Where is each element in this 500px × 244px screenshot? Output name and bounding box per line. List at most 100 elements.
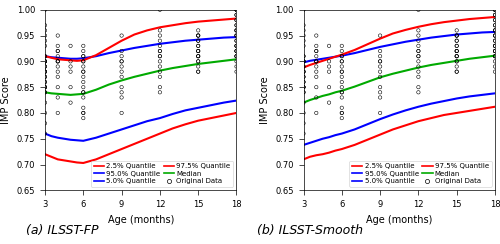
- Point: [194, 49, 202, 53]
- Point: [300, 90, 308, 94]
- Point: [338, 70, 346, 74]
- Point: [41, 80, 49, 84]
- Point: [312, 65, 320, 69]
- Point: [452, 44, 460, 48]
- Point: [376, 49, 384, 53]
- Point: [312, 85, 320, 89]
- Point: [300, 85, 308, 89]
- Point: [232, 8, 240, 12]
- Point: [376, 85, 384, 89]
- Point: [491, 23, 499, 27]
- Point: [156, 70, 164, 74]
- Point: [41, 70, 49, 74]
- Legend: 2.5% Quantile, 95.0% Quantile, 5.0% Quantile, 97.5% Quantile, Median, Original D: 2.5% Quantile, 95.0% Quantile, 5.0% Quan…: [90, 161, 233, 187]
- Point: [80, 111, 88, 115]
- Point: [80, 54, 88, 58]
- Point: [41, 59, 49, 63]
- Point: [491, 49, 499, 53]
- Point: [312, 44, 320, 48]
- Point: [41, 121, 49, 125]
- Point: [232, 34, 240, 38]
- Point: [312, 54, 320, 58]
- Point: [194, 29, 202, 32]
- Point: [232, 34, 240, 38]
- Point: [232, 29, 240, 32]
- Point: [338, 70, 346, 74]
- Point: [300, 59, 308, 63]
- Point: [452, 39, 460, 43]
- Point: [491, 23, 499, 27]
- Point: [338, 75, 346, 79]
- Point: [414, 59, 422, 63]
- Point: [194, 39, 202, 43]
- Point: [66, 44, 74, 48]
- Point: [312, 59, 320, 63]
- Point: [156, 49, 164, 53]
- Point: [338, 90, 346, 94]
- Point: [80, 80, 88, 84]
- Point: [452, 54, 460, 58]
- Point: [156, 8, 164, 12]
- Point: [41, 54, 49, 58]
- Point: [452, 34, 460, 38]
- Point: [376, 59, 384, 63]
- Point: [491, 39, 499, 43]
- Point: [338, 85, 346, 89]
- Point: [414, 75, 422, 79]
- Point: [41, 70, 49, 74]
- Point: [41, 90, 49, 94]
- Point: [414, 49, 422, 53]
- Point: [80, 44, 88, 48]
- Point: [452, 59, 460, 63]
- Point: [80, 90, 88, 94]
- Point: [338, 95, 346, 99]
- Point: [80, 85, 88, 89]
- Point: [414, 44, 422, 48]
- Text: (b) ILSST-Smooth: (b) ILSST-Smooth: [257, 224, 363, 237]
- Point: [156, 65, 164, 69]
- Point: [300, 23, 308, 27]
- Point: [41, 23, 49, 27]
- Point: [491, 13, 499, 17]
- Point: [156, 54, 164, 58]
- Legend: 2.5% Quantile, 95.0% Quantile, 5.0% Quantile, 97.5% Quantile, Median, Original D: 2.5% Quantile, 95.0% Quantile, 5.0% Quan…: [349, 161, 492, 187]
- Point: [41, 85, 49, 89]
- Point: [66, 101, 74, 105]
- Point: [338, 59, 346, 63]
- Point: [325, 65, 333, 69]
- Point: [41, 34, 49, 38]
- Point: [338, 49, 346, 53]
- Point: [491, 34, 499, 38]
- Point: [80, 106, 88, 110]
- Point: [194, 34, 202, 38]
- Point: [80, 49, 88, 53]
- Point: [300, 132, 308, 135]
- Point: [414, 8, 422, 12]
- Point: [325, 59, 333, 63]
- Point: [414, 29, 422, 32]
- Point: [80, 65, 88, 69]
- Point: [156, 90, 164, 94]
- Point: [376, 75, 384, 79]
- Point: [232, 18, 240, 22]
- Point: [156, 29, 164, 32]
- Point: [118, 54, 126, 58]
- Point: [376, 90, 384, 94]
- Point: [491, 29, 499, 32]
- Point: [41, 90, 49, 94]
- Point: [376, 54, 384, 58]
- Point: [41, 85, 49, 89]
- Point: [325, 44, 333, 48]
- Point: [194, 54, 202, 58]
- Point: [232, 23, 240, 27]
- Point: [118, 95, 126, 99]
- Point: [54, 65, 62, 69]
- Point: [300, 85, 308, 89]
- Point: [232, 13, 240, 17]
- Point: [194, 70, 202, 74]
- Point: [338, 65, 346, 69]
- Point: [232, 29, 240, 32]
- Point: [118, 75, 126, 79]
- Point: [491, 44, 499, 48]
- Point: [118, 111, 126, 115]
